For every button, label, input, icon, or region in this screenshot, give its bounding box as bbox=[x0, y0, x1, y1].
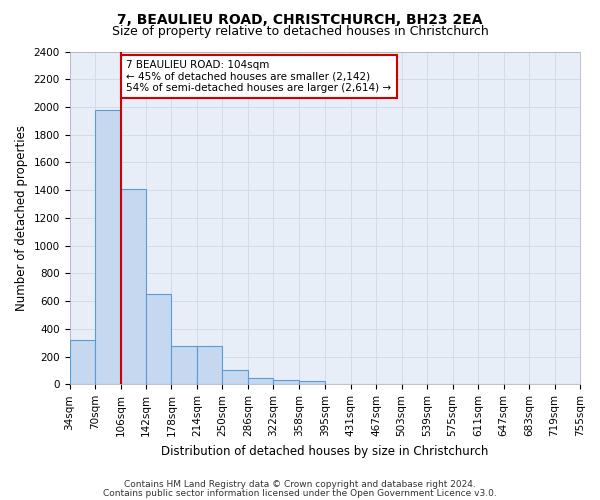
Bar bbox=[223, 370, 248, 384]
Bar bbox=[299, 381, 325, 384]
Y-axis label: Number of detached properties: Number of detached properties bbox=[15, 125, 28, 311]
Text: 7 BEAULIEU ROAD: 104sqm
← 45% of detached houses are smaller (2,142)
54% of semi: 7 BEAULIEU ROAD: 104sqm ← 45% of detache… bbox=[126, 60, 391, 93]
Bar bbox=[274, 380, 299, 384]
X-axis label: Distribution of detached houses by size in Christchurch: Distribution of detached houses by size … bbox=[161, 444, 488, 458]
Bar bbox=[248, 378, 274, 384]
Bar bbox=[95, 110, 121, 384]
Text: Contains public sector information licensed under the Open Government Licence v3: Contains public sector information licen… bbox=[103, 488, 497, 498]
Bar bbox=[197, 346, 223, 385]
Text: Contains HM Land Registry data © Crown copyright and database right 2024.: Contains HM Land Registry data © Crown c… bbox=[124, 480, 476, 489]
Bar bbox=[121, 189, 146, 384]
Bar bbox=[70, 340, 95, 384]
Text: 7, BEAULIEU ROAD, CHRISTCHURCH, BH23 2EA: 7, BEAULIEU ROAD, CHRISTCHURCH, BH23 2EA bbox=[117, 12, 483, 26]
Bar bbox=[146, 294, 172, 384]
Bar bbox=[172, 346, 197, 385]
Text: Size of property relative to detached houses in Christchurch: Size of property relative to detached ho… bbox=[112, 25, 488, 38]
